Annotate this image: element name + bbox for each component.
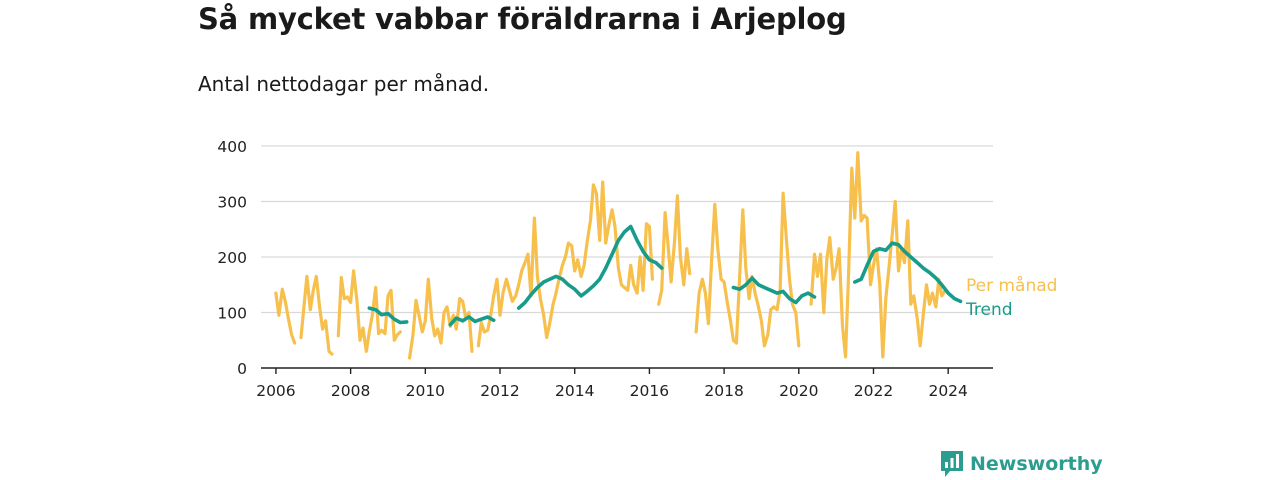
y-axis: 0 100 200 300 400 [217, 138, 247, 378]
per-month-line [476, 180, 654, 348]
x-tick-label: 2014 [555, 382, 594, 400]
per-month-line [694, 191, 801, 348]
y-tick-label: 100 [217, 305, 247, 323]
y-tick-label: 0 [237, 360, 247, 378]
series-lines [274, 151, 963, 360]
newsworthy-logo: Newsworthy [940, 450, 1103, 478]
x-tick-label: 2022 [854, 382, 893, 400]
y-tick-label: 200 [217, 249, 247, 267]
legend: Per månad Trend [965, 275, 1057, 320]
x-tick-label: 2012 [480, 382, 519, 400]
trend-line [853, 241, 963, 304]
trend-line [731, 276, 817, 305]
trend-line [516, 224, 664, 310]
per-month-line [809, 151, 950, 359]
legend-label-trend: Trend [965, 300, 1013, 320]
trend-line [448, 315, 496, 327]
brand-name: Newsworthy [970, 453, 1103, 475]
x-tick-label: 2016 [630, 382, 669, 400]
y-tick-label: 300 [217, 194, 247, 212]
y-tick-label: 400 [217, 138, 247, 156]
per-month-line [408, 277, 474, 360]
x-tick-label: 2024 [928, 382, 967, 400]
x-tick-label: 2020 [779, 382, 818, 400]
x-tick-label: 2006 [256, 382, 295, 400]
x-tick-label: 2010 [406, 382, 445, 400]
x-axis: 2006 2008 2010 2012 2014 2016 2018 2020 2022 2024 [256, 367, 993, 400]
x-tick-label: 2018 [704, 382, 743, 400]
per-month-line [336, 269, 402, 353]
legend-label-per-manad: Per månad [966, 275, 1057, 296]
trend-line [367, 306, 409, 325]
newsworthy-icon [941, 451, 963, 477]
chart-subtitle: Antal nettodagar per månad. [198, 72, 490, 96]
x-tick-label: 2008 [331, 382, 370, 400]
per-month-line [299, 274, 334, 356]
per-month-line [657, 194, 692, 306]
per-month-line [274, 287, 297, 345]
chart-title: Så mycket vabbar föräldrarna i Arjeplog [198, 2, 847, 36]
